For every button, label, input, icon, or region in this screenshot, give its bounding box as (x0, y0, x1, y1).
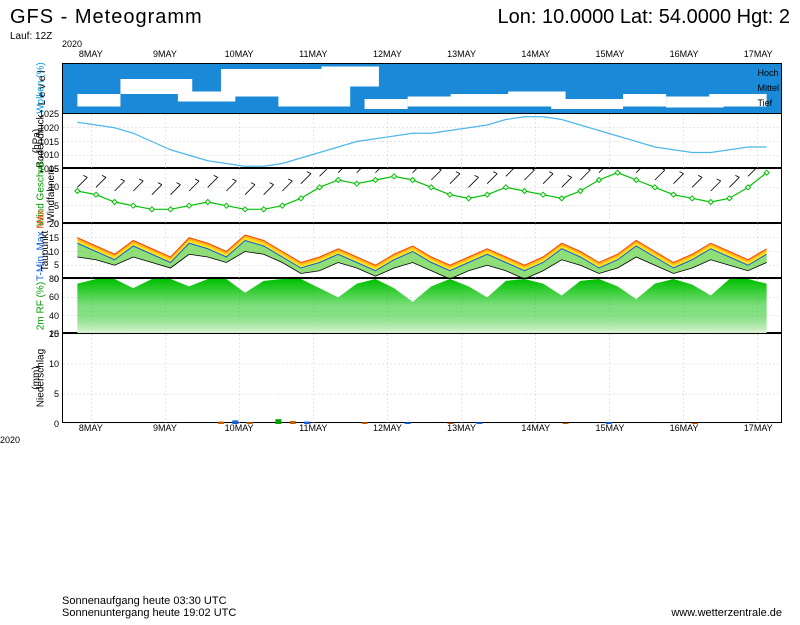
sunset-label: Sonnenuntergang heute 19:02 UTC (62, 607, 236, 619)
svg-temp (63, 224, 781, 279)
xtick: 12MAY (373, 49, 402, 59)
yticks-temp: 05101520 (35, 224, 61, 277)
xtick: 13MAY (447, 423, 476, 433)
xtick: 16MAY (670, 49, 699, 59)
xtick: 17MAY (744, 423, 773, 433)
panel-pressure: Bodendruck (hPa) 10051010101510201025 (62, 113, 782, 168)
xtick: 8MAY (79, 423, 103, 433)
chart-area: 2020 8MAY 9MAY 10MAY 11MAY 12MAY 13MAY 14MAY 15… (0, 45, 800, 445)
level-tief: Tief (757, 98, 772, 108)
xtick: 10MAY (225, 49, 254, 59)
xtick: 14MAY (521, 423, 550, 433)
xtick: 9MAY (153, 423, 177, 433)
xtick: 11MAY (299, 423, 327, 433)
panel-temp: T-Min, Max Max Taupunkt 05101520 (62, 223, 782, 278)
x-axis-top: 8MAY 9MAY 10MAY 11MAY 12MAY 13MAY 14MAY 15MAY 16… (62, 49, 782, 63)
level-mittel: Mittel (757, 83, 779, 93)
level-hoch: Hoch (757, 68, 778, 78)
svg-precip (63, 334, 781, 424)
svg-wind (63, 169, 781, 224)
xtick: 9MAY (153, 49, 177, 59)
panel-precip: Niederschlag (mm) 051015 (62, 333, 782, 423)
xtick: 15MAY (595, 423, 624, 433)
chart-title: GFS - Meteogramm (10, 6, 203, 29)
yticks-rh: 20406080 (35, 279, 61, 332)
svg-pressure (63, 114, 781, 169)
location-label: Lon: 10.0000 Lat: 54.0000 Hgt: 2 (498, 6, 790, 29)
footer: Sonnenaufgang heute 03:30 UTC Sonnenunte… (62, 595, 782, 619)
svg-rh (63, 279, 781, 334)
panel-rh: 2m RF (%) 20406080 (62, 278, 782, 333)
x-year-bot: 2020 (0, 435, 800, 445)
cloud-level-labels: Hoch Mittel Tief (757, 64, 779, 112)
xtick: 11MAY (299, 49, 327, 59)
xtick: 13MAY (447, 49, 476, 59)
x-year-top: 2020 (62, 39, 82, 49)
xtick: 12MAY (373, 423, 402, 433)
xtick: 15MAY (595, 49, 624, 59)
panel-wind: Wind Geschwi. Windfahnen 051015 (62, 168, 782, 223)
xtick: 16MAY (670, 423, 699, 433)
ylabel2-clouds: L e v e l (37, 71, 48, 106)
xtick: 14MAY (521, 49, 550, 59)
svg-clouds (63, 64, 781, 114)
sunrise-label: Sonnenaufgang heute 03:30 UTC (62, 595, 236, 607)
run-label: Lauf: 12Z (0, 31, 800, 42)
yticks-precip: 051015 (35, 334, 61, 422)
xtick: 10MAY (225, 423, 254, 433)
header: GFS - Meteogramm Lon: 10.0000 Lat: 54.00… (0, 0, 800, 31)
panel-clouds: Wolken (%) L e v e l Hoch Mittel Tief (62, 63, 782, 113)
xtick: 17MAY (744, 49, 773, 59)
credit-label: www.wetterzentrale.de (671, 607, 782, 619)
xtick: 8MAY (79, 49, 103, 59)
